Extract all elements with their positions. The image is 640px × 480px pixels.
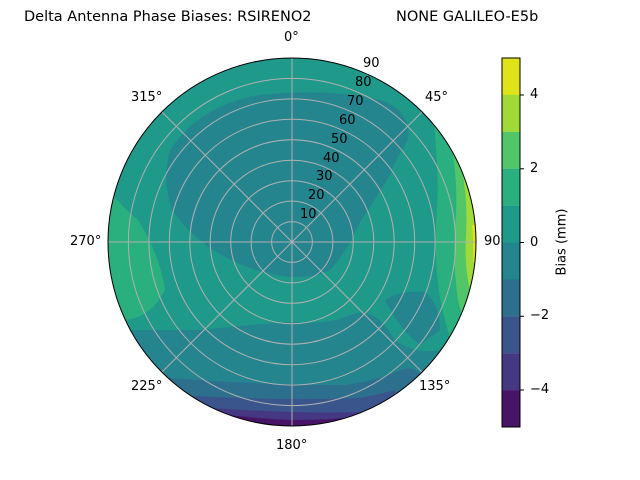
polar-grid: [108, 58, 476, 426]
angle-label-135: 135°: [419, 379, 451, 394]
radial-label-90: 90: [363, 56, 380, 71]
angle-label-315: 315°: [131, 90, 163, 105]
chart-subtitle: NONE GALILEO-E5b: [396, 9, 539, 25]
radial-label-80: 80: [355, 75, 372, 90]
colorbar-label: Bias (mm): [554, 208, 570, 276]
chart-title: Delta Antenna Phase Biases: RSIRENO2: [24, 9, 312, 25]
radial-label-50: 50: [331, 132, 348, 147]
angle-label-45: 45°: [425, 90, 449, 105]
radial-label-20: 20: [308, 188, 325, 203]
angle-label-90: 90: [484, 234, 501, 249]
colorbar-tick-neg2: −2: [530, 308, 550, 323]
colorbar-tick-0: 0: [530, 235, 539, 250]
angle-label-270: 270°: [70, 234, 102, 249]
colorbar-tick-neg4: −4: [530, 382, 550, 397]
angle-label-180: 180°: [276, 438, 308, 453]
radial-label-40: 40: [323, 151, 340, 166]
colorbar-tick-4: 4: [530, 87, 539, 102]
colorbar-tick-2: 2: [530, 161, 539, 176]
radial-label-60: 60: [339, 113, 356, 128]
angle-label-225: 225°: [131, 379, 163, 394]
polar-frame: [107, 57, 477, 427]
radial-label-70: 70: [347, 94, 364, 109]
radial-label-10: 10: [300, 207, 317, 222]
angle-label-0: 0°: [284, 30, 299, 45]
colorbar: [501, 57, 524, 428]
radial-label-30: 30: [316, 169, 333, 184]
